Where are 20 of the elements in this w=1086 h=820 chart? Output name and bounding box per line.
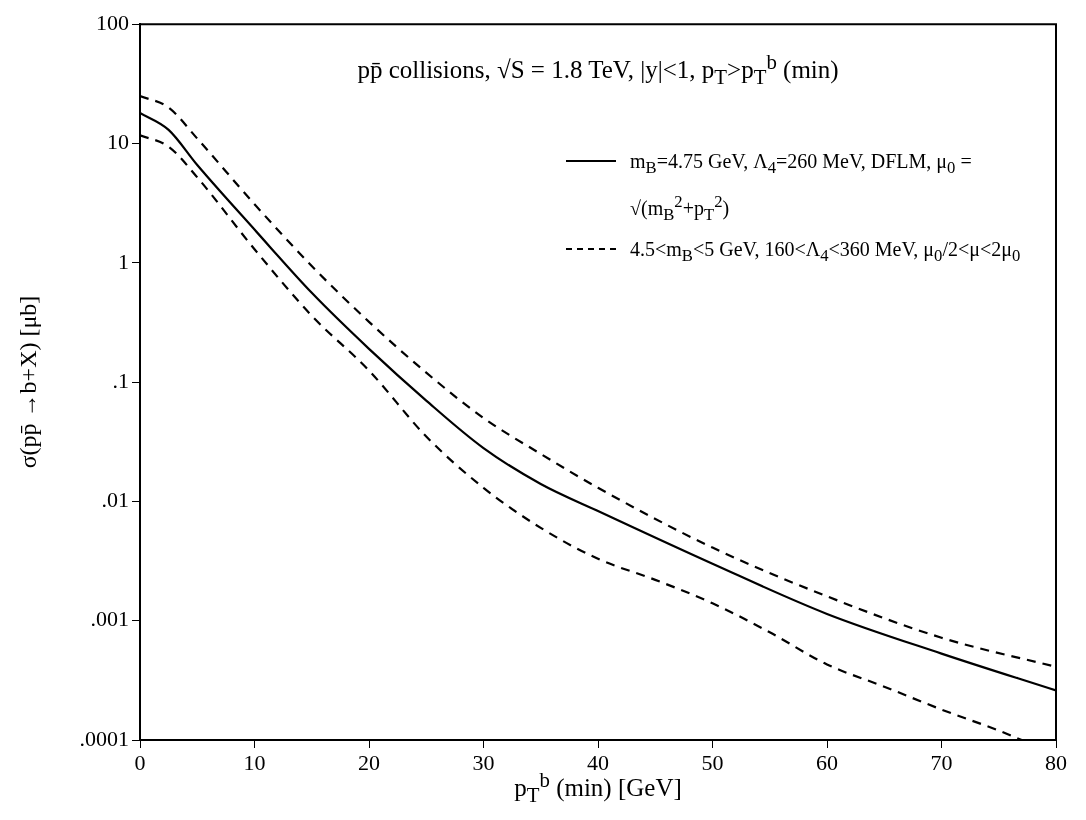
y-tick-label: .0001 [79,725,129,751]
x-tick-label: 50 [701,749,724,775]
y-axis-title: σ(pp̄ →b+X) [μb] [14,295,42,469]
x-tick-label: 0 [134,749,146,775]
x-tick-label: 20 [358,749,380,775]
x-tick-label: 80 [1045,749,1067,775]
x-tick-label: 40 [587,749,609,775]
text: pp̄ collisions, √S = 1.8 TeV, |y|<1, p$_{T}$>p$_{T}$$^{b}$ (min) [356,50,840,91]
x-tick-label: 70 [930,749,953,775]
x-tick-label: 10 [243,749,266,775]
y-tick-label: 10 [107,129,129,155]
y-tick-label: 1 [118,248,129,274]
y-tick-label: .01 [101,487,129,513]
y-tick-label: 100 [96,9,129,35]
y-tick-label: .001 [90,606,129,632]
legend-label: 4.5<m$_{B}$<5 GeV, 160<Λ$_{4}$<360 MeV, μ$_{0}$/2<μ<2μ$_{0}$ [630,236,1022,267]
text: m$_{B}$=4.75 GeV, Λ$_{4}$=260 MeV, DFLM, μ$_{0}$ = √(m$_{B}$$^{2}$+p$_{T}$$^{2}$) [630,150,972,224]
y-tick-label: .1 [112,367,129,393]
x-tick-label: 60 [816,749,838,775]
x-tick-label: 30 [472,749,495,775]
